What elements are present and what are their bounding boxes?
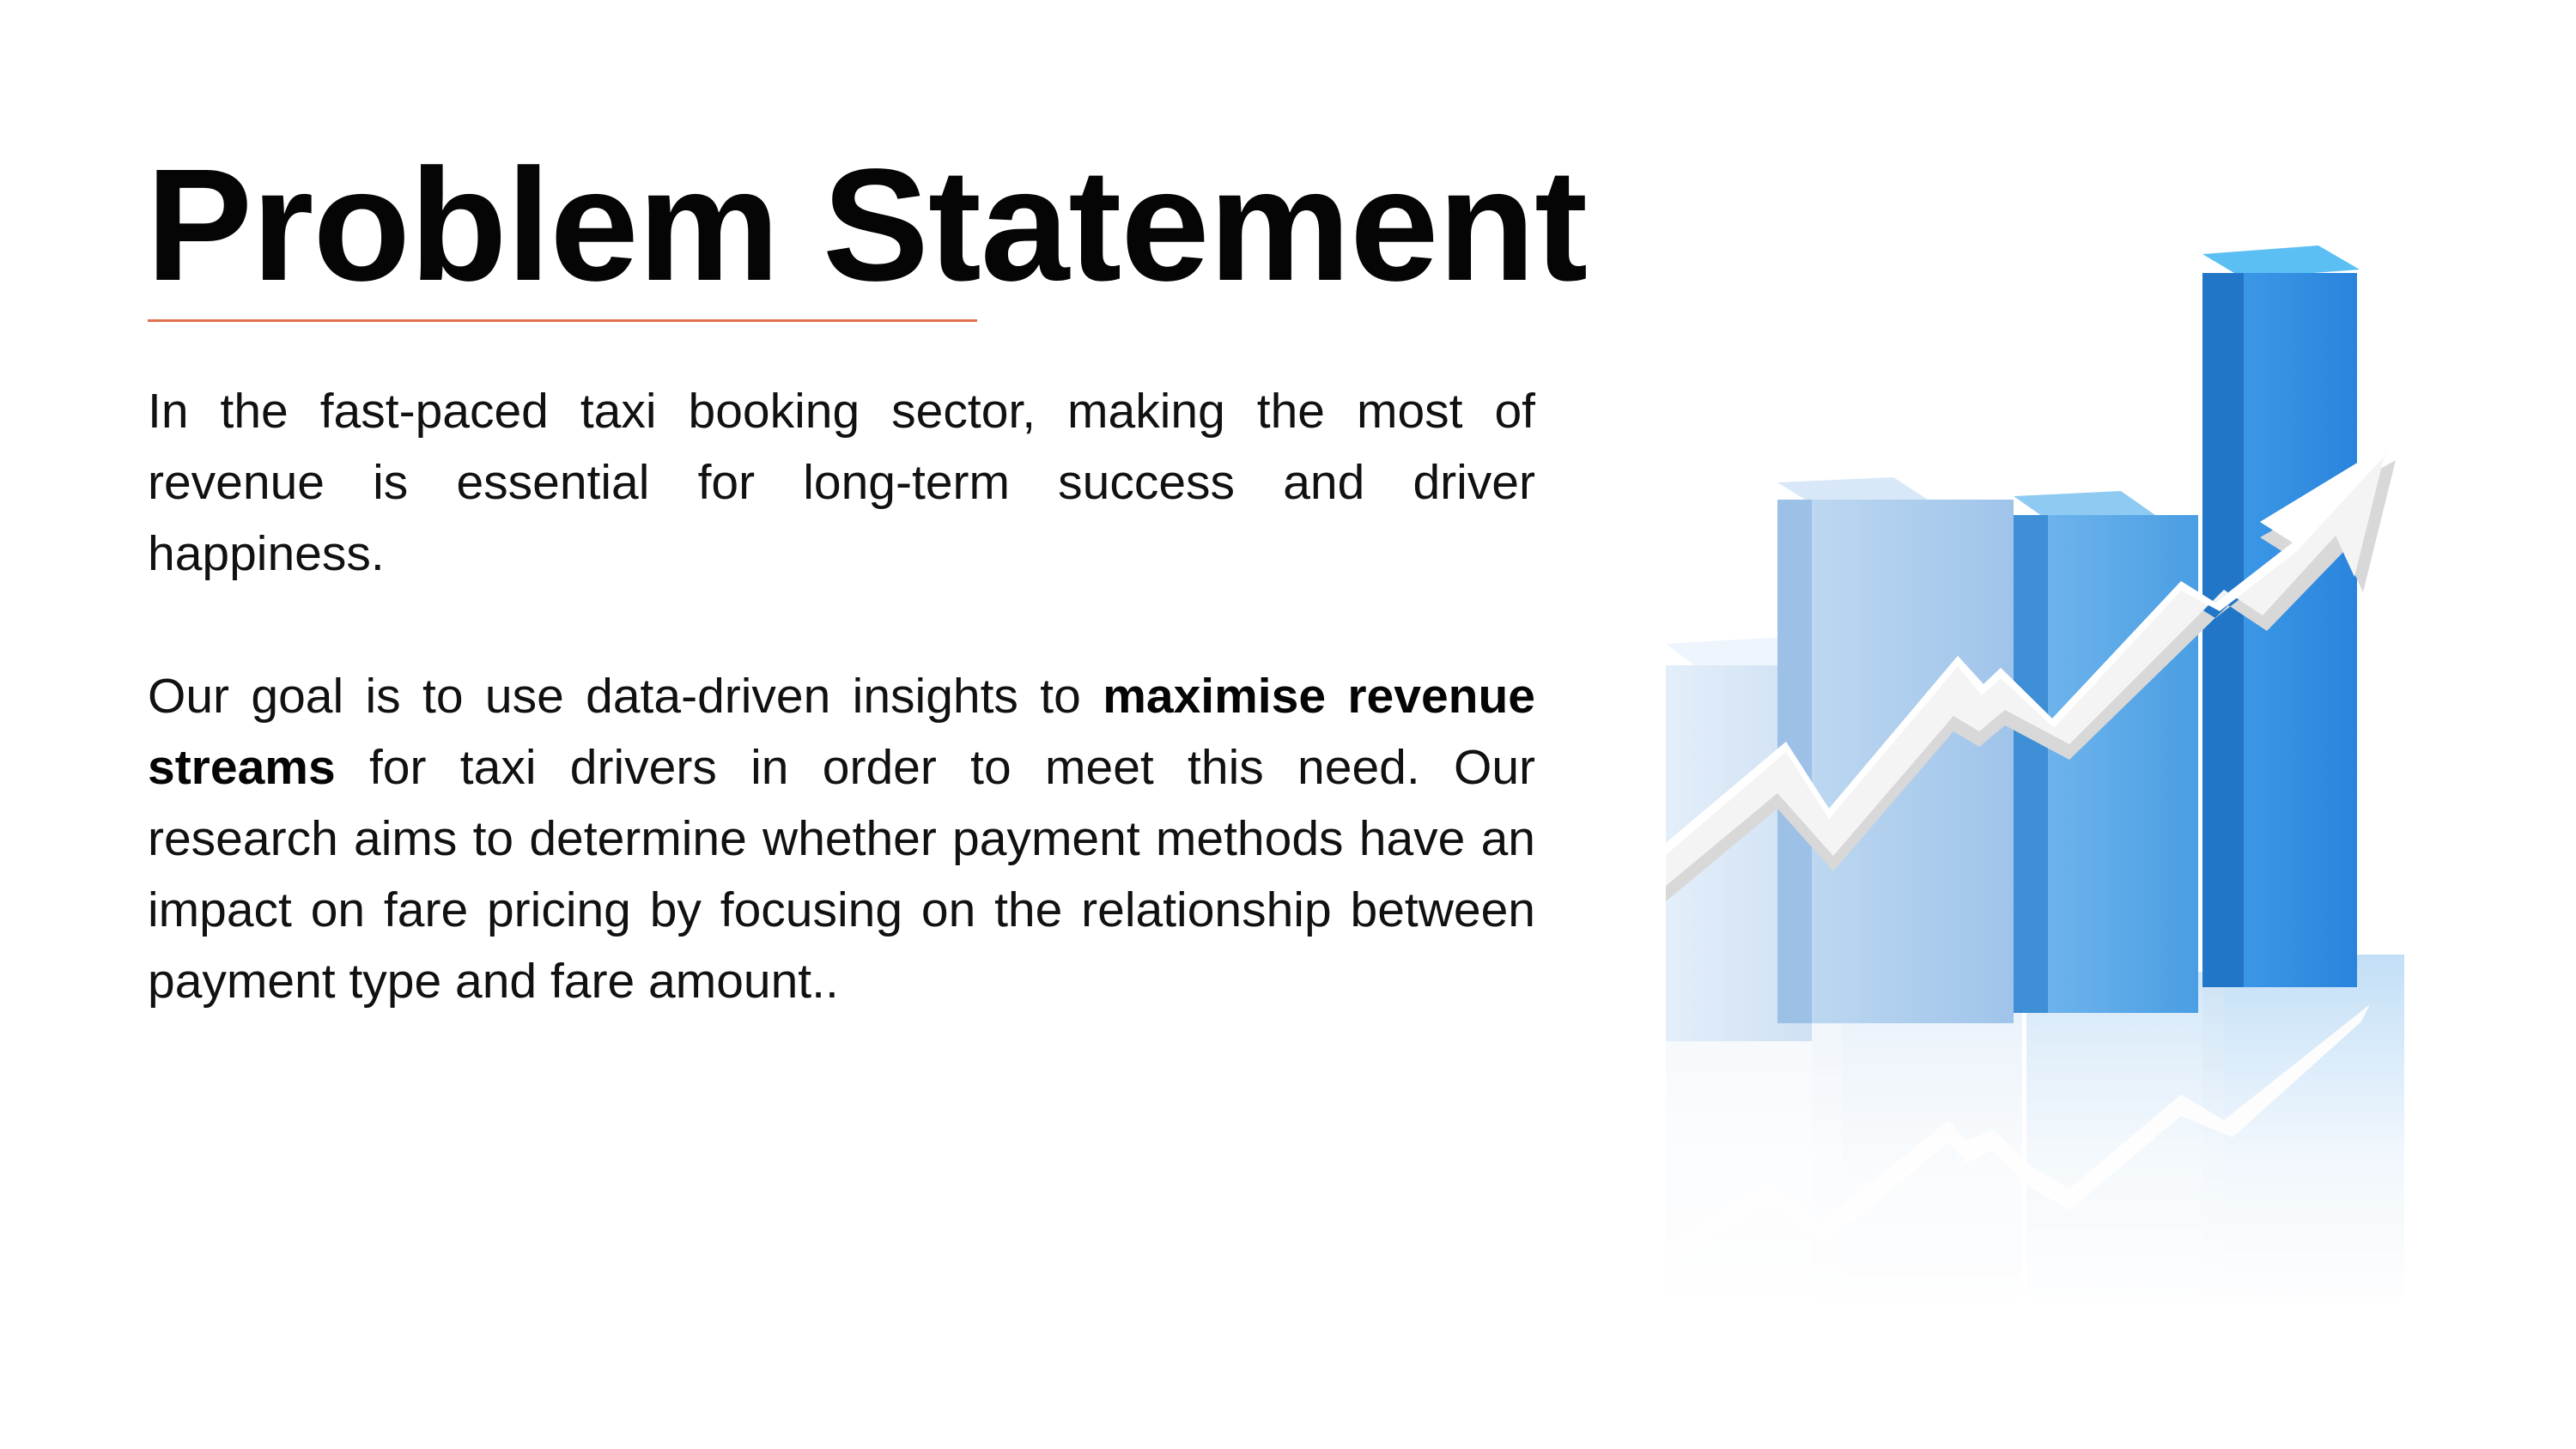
bar-3 [2014, 491, 2198, 1013]
goal-lead-text: Our goal is to use data-driven insights … [148, 669, 1103, 724]
growth-chart-illustration [1666, 232, 2404, 1331]
paragraph-goal: Our goal is to use data-driven insights … [148, 661, 1535, 1017]
rising-bar-chart-icon [1666, 246, 2404, 1313]
page-title: Problem Statement [146, 136, 1588, 314]
paragraph-intro: In the fast-paced taxi booking sector, m… [148, 384, 1535, 581]
goal-emphasis-text: maximise revenue streams [148, 669, 1535, 795]
goal-rest-text: for taxi drivers in order to meet this n… [148, 740, 1535, 1009]
bar-4 [2202, 246, 2360, 987]
rising-arrow [1666, 445, 2396, 901]
title-underline [148, 319, 977, 322]
body-text: In the fast-paced taxi booking sector, m… [148, 376, 1535, 1017]
